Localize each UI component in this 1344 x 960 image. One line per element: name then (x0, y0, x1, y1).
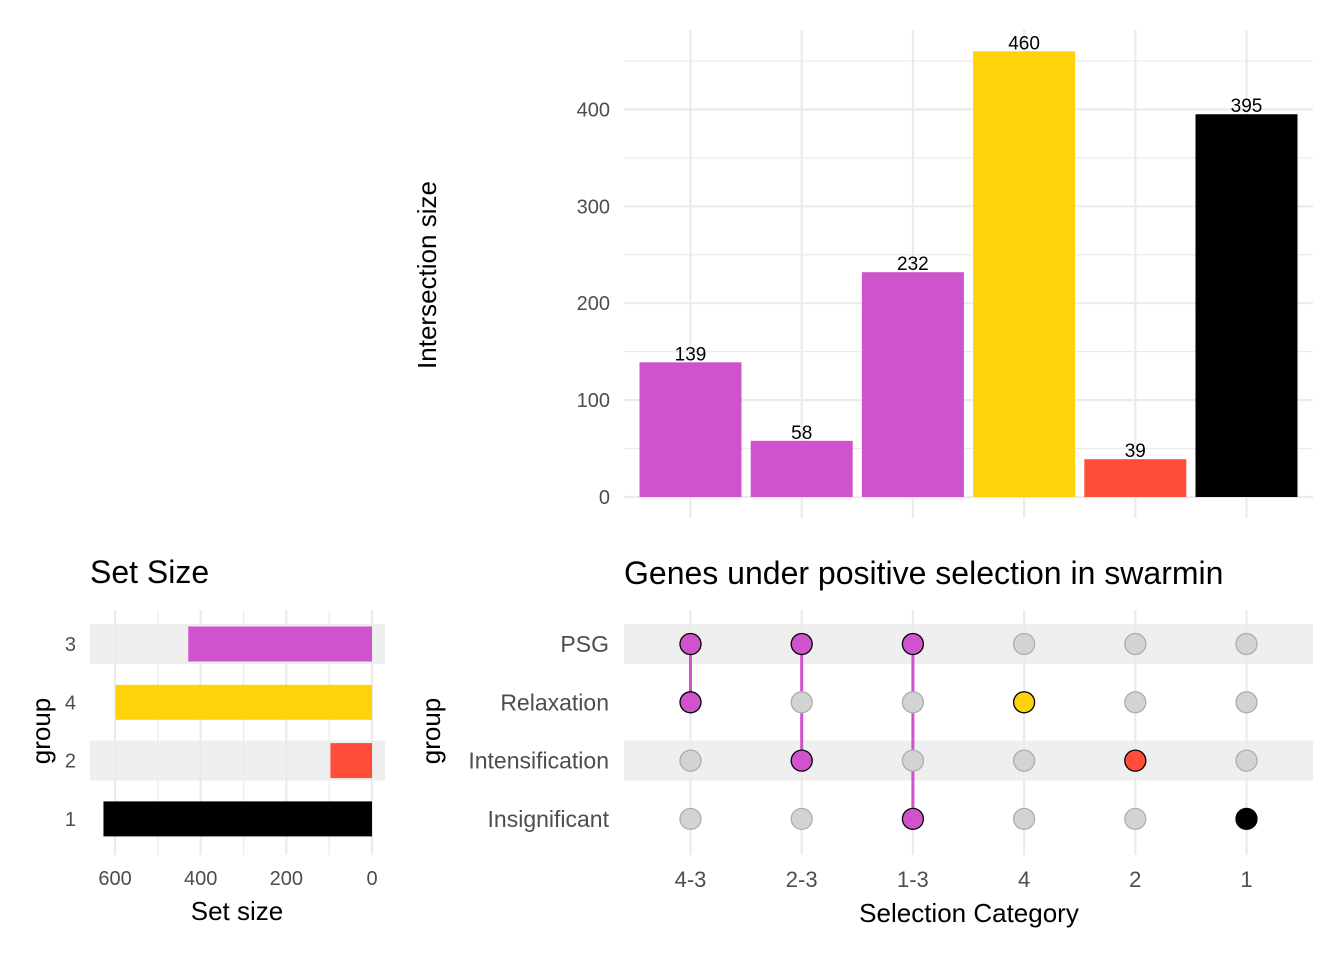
matrix-x-tick-label: 2 (1129, 867, 1141, 892)
set-x-tick-label: 0 (366, 868, 377, 890)
matrix-dot-inactive (679, 807, 702, 831)
matrix-x-tick-label: 4 (1018, 867, 1030, 892)
intersection-bar (973, 51, 1076, 497)
intersection-bar (1084, 459, 1187, 497)
intersection-bar (750, 440, 853, 497)
matrix-dot-active (790, 749, 813, 772)
set-size-y-axis-title: group (26, 698, 56, 765)
matrix-dot-active (790, 632, 813, 656)
set-size-x-ticks: 600 400 200 0 (98, 868, 377, 890)
matrix-y-tick-label: Intensification (468, 748, 609, 774)
matrix-dot-active (679, 632, 702, 656)
matrix-dot-inactive (679, 749, 702, 772)
matrix-y-tick-label: PSG (560, 631, 609, 657)
set-size-bar (330, 743, 372, 779)
bar-value-label: 460 (1008, 33, 1040, 54)
set-size-bar (115, 684, 372, 720)
matrix-dot-inactive (790, 691, 813, 714)
matrix-x-tick-label: 1-3 (897, 867, 929, 892)
set-size-x-axis-title: Set size (191, 896, 284, 926)
matrix-dot-inactive (1012, 807, 1036, 831)
matrix-dot-active (901, 632, 925, 656)
matrix-y-axis-title: group (416, 698, 446, 765)
matrix-x-axis-title: Selection Category (859, 898, 1079, 928)
set-y-tick-label: 1 (65, 809, 76, 831)
matrix-dots (679, 632, 1258, 831)
matrix-dot-inactive (1124, 807, 1147, 831)
matrix-dot-inactive (1235, 632, 1258, 656)
intersection-bars (639, 51, 1298, 498)
matrix-dot-inactive (1012, 632, 1036, 656)
matrix-dot-active (901, 807, 925, 831)
y-tick-label: 300 (577, 196, 610, 218)
set-y-tick-label: 4 (65, 692, 76, 714)
intersection-bar (639, 362, 742, 497)
matrix-title: Genes under positive selection in swarmi… (624, 555, 1223, 591)
bar-value-label: 232 (897, 254, 929, 275)
set-size-bar (188, 626, 372, 662)
intersection-y-ticks: 0 100 200 300 400 (577, 99, 610, 509)
matrix-dot-inactive (1124, 691, 1147, 714)
matrix-dot-active (1235, 807, 1258, 831)
set-y-tick-label: 2 (65, 751, 76, 773)
matrix-dot-inactive (901, 691, 925, 714)
matrix-dot-inactive (1124, 632, 1147, 656)
set-y-tick-label: 3 (65, 634, 76, 656)
intersection-bar (1195, 114, 1298, 498)
matrix-dot-inactive (790, 807, 813, 831)
y-tick-label: 200 (577, 293, 610, 315)
bar-value-label: 395 (1231, 96, 1263, 117)
matrix-row-band (624, 740, 1313, 781)
matrix-y-tick-label: Relaxation (500, 689, 609, 715)
matrix-x-tick-label: 4-3 (675, 867, 707, 892)
matrix-row-band (624, 624, 1313, 664)
bar-value-label: 139 (675, 344, 707, 365)
set-size-bars (103, 626, 372, 837)
matrix-y-ticks: PSG Relaxation Intensification Insignifican… (468, 631, 609, 832)
y-tick-label: 0 (599, 487, 610, 509)
bar-value-label: 39 (1125, 441, 1146, 462)
set-x-tick-label: 200 (270, 868, 303, 890)
y-tick-label: 400 (577, 99, 610, 121)
set-x-tick-label: 600 (98, 868, 131, 890)
matrix-dot-inactive (1235, 749, 1258, 772)
intersection-y-axis-title: Intersection size (412, 181, 442, 369)
set-x-tick-label: 400 (184, 868, 217, 890)
matrix-bands (624, 624, 1313, 781)
y-tick-label: 100 (577, 390, 610, 412)
matrix-dot-active (679, 691, 702, 714)
matrix-dot-active (1012, 691, 1036, 714)
matrix-x-ticks: 4-3 2-3 1-3 4 2 1 (675, 867, 1253, 892)
set-size-y-ticks: 3 4 2 1 (65, 634, 76, 831)
intersection-bar-labels: 139 58 232 460 39 395 (675, 33, 1263, 462)
intersection-bar (861, 272, 964, 497)
matrix-dot-inactive (1012, 749, 1036, 772)
matrix-dot-inactive (1235, 691, 1258, 714)
set-size-bar (103, 801, 372, 837)
matrix-y-tick-label: Insignificant (488, 806, 610, 832)
set-size-title: Set Size (90, 554, 209, 590)
matrix-x-tick-label: 1 (1240, 867, 1252, 892)
matrix-dot-active (1124, 749, 1147, 772)
matrix-dot-inactive (901, 749, 925, 772)
matrix-x-tick-label: 2-3 (786, 867, 818, 892)
bar-value-label: 58 (791, 423, 812, 444)
